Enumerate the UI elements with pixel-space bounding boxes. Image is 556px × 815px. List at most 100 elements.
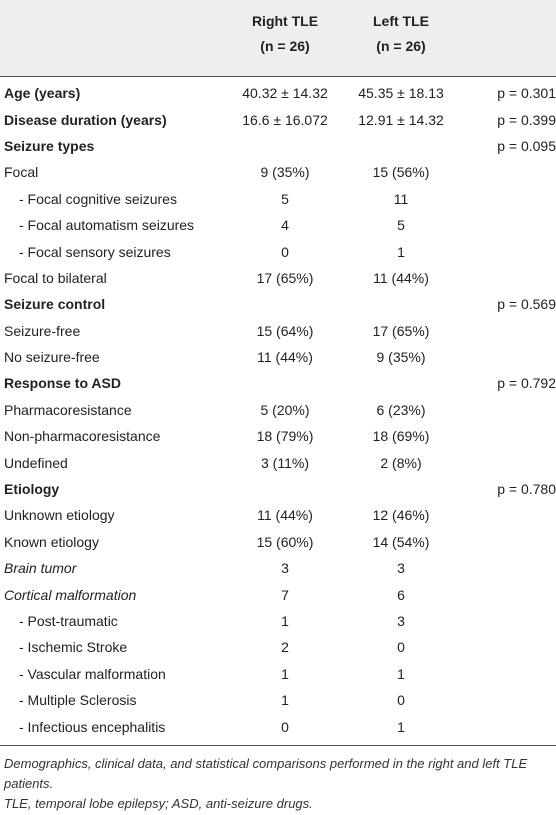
- table-cell: - Ischemic Stroke: [19, 639, 128, 656]
- table-cell: 5: [397, 217, 405, 234]
- table-cell: - Focal cognitive seizures: [19, 190, 177, 207]
- table-cell: 1: [397, 665, 405, 682]
- table-cell: 0: [281, 718, 289, 735]
- table-row: Focal to bilateral 17 (65%) 11 (44%): [0, 265, 556, 291]
- table-cell: 1: [281, 613, 289, 629]
- table-row: Disease duration (years) 16.6 ± 16.072 12.…: [0, 106, 556, 132]
- table-cell: Pharmacoresistance: [4, 401, 132, 418]
- table-row: Age (years) 40.32 ± 14.32 45.35 ± 18.13 p =…: [0, 80, 556, 106]
- table-cell: 2: [281, 639, 289, 656]
- table-row: Seizure-free 15 (64%) 17 (65%): [0, 318, 556, 344]
- table-cell: - Multiple Sclerosis: [19, 692, 137, 709]
- table-cell: 11: [393, 190, 409, 207]
- table-cell: 9 (35%): [260, 164, 310, 181]
- table-cell: [340, 291, 462, 317]
- table-cell: [230, 476, 340, 502]
- table-cell: Seizure-free: [4, 322, 81, 339]
- table-row: - Focal automatism seizures 4 5: [0, 212, 556, 238]
- table-row: - Multiple Sclerosis 1 0: [0, 687, 556, 713]
- table-cell: [340, 476, 462, 502]
- table-row: Cortical malformation 7 6: [0, 581, 556, 607]
- table-cell: 0: [281, 243, 289, 260]
- table-row: Brain tumor 3 3: [0, 555, 556, 581]
- footnote-line: TLE, temporal lobe epilepsy; ASD, anti-s…: [4, 796, 313, 811]
- table-cell: 5: [281, 190, 289, 207]
- table-cell: [462, 449, 556, 475]
- table-cell: 11 (44%): [257, 349, 313, 366]
- table-cell: Unknown etiology: [4, 507, 115, 524]
- table-cell: 17 (65%): [372, 322, 430, 339]
- table-row: Unknown etiology 11 (44%) 12 (46%): [0, 502, 556, 528]
- table-cell: [462, 159, 556, 185]
- table-cell: 40.32 ± 14.32: [242, 85, 328, 102]
- table-cell: [462, 529, 556, 555]
- table-cell: 15 (60%): [256, 533, 314, 550]
- table-cell: [462, 608, 556, 634]
- table-cell: No seizure-free: [4, 349, 100, 366]
- table-row: Response to ASD p = 0.792: [0, 370, 556, 396]
- table-cell: 6: [397, 586, 405, 603]
- table-cell: Non-pharmacoresistance: [4, 428, 161, 445]
- table-cell: [462, 265, 556, 291]
- table-cell: Seizure types: [4, 137, 95, 154]
- table-cell: p = 0.399: [497, 111, 556, 128]
- table-row: - Vascular malformation 1 1: [0, 661, 556, 687]
- table-cell: p = 0.792: [497, 375, 556, 392]
- table-cell: 3 (11%): [261, 454, 309, 471]
- table-cell: [462, 186, 556, 212]
- table-cell: 5 (20%): [260, 401, 310, 418]
- table-cell: Response to ASD: [4, 375, 121, 392]
- table-cell: 11 (44%): [373, 269, 429, 286]
- table-row: Known etiology 15 (60%) 14 (54%): [0, 529, 556, 555]
- column-subheader: (n = 26): [260, 38, 310, 54]
- data-table: Age (years) 40.32 ± 14.32 45.35 ± 18.13 p =…: [0, 80, 556, 740]
- footnote-line: Demographics, clinical data, and statist…: [4, 756, 528, 791]
- table-row: - Post-traumatic 1 3: [0, 608, 556, 634]
- table-cell: [462, 318, 556, 344]
- table-cell: 1: [397, 718, 405, 735]
- table-cell: p = 0.780: [497, 481, 556, 498]
- table-cell: Focal: [4, 164, 39, 181]
- table-row: Etiology p = 0.780: [0, 476, 556, 502]
- table-row: No seizure-free 11 (44%) 9 (35%): [0, 344, 556, 370]
- table-cell: 3: [281, 560, 289, 577]
- table-cell: Etiology: [4, 481, 60, 498]
- table-cell: Focal to bilateral: [4, 269, 107, 286]
- table-cell: Brain tumor: [4, 560, 77, 577]
- table-row: Undefined 3 (11%) 2 (8%): [0, 449, 556, 475]
- table-row: - Ischemic Stroke 2 0: [0, 634, 556, 660]
- table-cell: [462, 344, 556, 370]
- table-cell: [462, 502, 556, 528]
- footnote: Demographics, clinical data, and statist…: [4, 754, 544, 814]
- table-cell: Cortical malformation: [4, 586, 137, 603]
- table-cell: p = 0.095: [497, 137, 556, 154]
- column-header: Right TLE: [251, 13, 319, 29]
- table-cell: 18 (79%): [256, 428, 314, 445]
- table-cell: 7: [281, 586, 289, 603]
- table-cell: [462, 661, 556, 687]
- table-cell: 1: [397, 243, 405, 260]
- table-cell: Disease duration (years): [4, 111, 167, 128]
- table-cell: 45.35 ± 18.13: [358, 85, 444, 102]
- table-cell: - Infectious encephalitis: [19, 718, 166, 735]
- table-cell: - Focal automatism seizures: [19, 217, 195, 234]
- column-header: Left TLE: [373, 13, 429, 29]
- table-cell: [462, 634, 556, 660]
- bottom-rule: [0, 745, 556, 746]
- table-cell: [340, 370, 462, 396]
- table-cell: 1: [281, 665, 289, 682]
- table-row: Seizure types p = 0.095: [0, 133, 556, 159]
- table-cell: [462, 555, 556, 581]
- table-cell: 2 (8%): [380, 454, 422, 471]
- table-row: - Infectious encephalitis 0 1: [0, 713, 556, 739]
- table-cell: - Vascular malformation: [19, 665, 166, 682]
- table-cell: - Focal sensory seizures: [19, 243, 171, 260]
- table-cell: 9 (35%): [376, 349, 426, 366]
- table-cell: [462, 581, 556, 607]
- table-cell: [462, 713, 556, 739]
- table-cell: 4: [281, 217, 289, 234]
- table-row: Pharmacoresistance 5 (20%) 6 (23%): [0, 397, 556, 423]
- table-cell: 0: [397, 692, 405, 709]
- table-cell: 3: [397, 560, 405, 577]
